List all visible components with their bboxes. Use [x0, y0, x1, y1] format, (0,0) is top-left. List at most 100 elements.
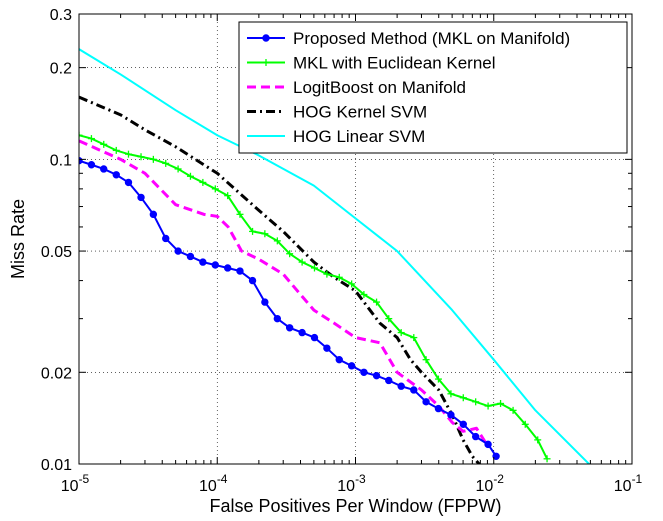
y-tick-label: 0.02	[41, 365, 72, 382]
series-line-2	[79, 139, 489, 447]
series-0-point	[492, 452, 500, 460]
series-1-point	[373, 298, 381, 306]
legend-box	[238, 21, 628, 154]
series-1-point	[149, 155, 157, 163]
series-0-point	[385, 376, 393, 385]
series-0-point	[199, 258, 207, 266]
y-tick-label: 0.1	[50, 152, 72, 169]
series-1-point	[236, 210, 244, 218]
legend-label: HOG Linear SVM	[293, 127, 425, 146]
series-1-point	[472, 398, 480, 406]
series-1-point	[385, 315, 393, 323]
series-1-point	[335, 273, 343, 281]
series-1-point	[348, 280, 356, 288]
series-1-point	[534, 436, 542, 444]
series-0-point	[273, 314, 282, 323]
grid	[79, 14, 632, 464]
series-1-point	[509, 406, 517, 414]
series-0-point	[471, 432, 480, 441]
series-0-point	[298, 328, 306, 337]
y-tick-label: 0.05	[41, 244, 72, 261]
series-1-point	[137, 153, 145, 161]
y-axis-label: Miss Rate	[8, 199, 28, 279]
series-1-point	[124, 150, 132, 158]
series-0-point	[149, 210, 158, 219]
y-tick-label: 0.3	[50, 7, 72, 24]
series-0-point	[223, 264, 232, 272]
series-0-point	[397, 382, 405, 390]
series-1-point	[298, 258, 306, 266]
legend-marker	[262, 34, 270, 42]
x-tick-label: 10-5	[61, 472, 90, 495]
series-0-point	[410, 386, 418, 394]
series-1-point	[310, 264, 318, 272]
series-1-point	[100, 140, 108, 148]
series-1-point	[447, 390, 455, 398]
series-0-point	[248, 276, 257, 285]
series-1-point	[543, 455, 551, 463]
series-line-4	[79, 48, 591, 464]
series-1-point	[422, 356, 430, 364]
series-1-point	[286, 250, 294, 258]
x-tick-label: 10-3	[337, 472, 366, 495]
series-0-point	[422, 398, 430, 406]
series-1-point	[497, 399, 505, 407]
x-tick-label: 10-4	[199, 472, 228, 495]
series-0-point	[310, 333, 319, 342]
series-0-point	[434, 404, 443, 413]
series-1-point	[174, 165, 182, 173]
series-1-point	[360, 291, 368, 299]
series-1-point	[224, 192, 232, 200]
series-0-point	[137, 193, 145, 202]
series-0-point	[211, 261, 219, 269]
series-0-point	[236, 267, 244, 275]
series-0-point	[459, 420, 467, 428]
series-0-point	[124, 178, 133, 187]
x-tick-label: 10-1	[614, 472, 643, 495]
series-0-point	[162, 234, 170, 243]
legend-label: HOG Kernel SVM	[293, 103, 427, 122]
series-0-point	[285, 324, 294, 332]
series-1-point	[87, 135, 95, 143]
series-1-point	[434, 375, 442, 383]
legend-label: MKL with Euclidean Kernel	[293, 54, 496, 73]
series-1-point	[112, 146, 120, 154]
series-1-point	[79, 131, 83, 139]
series-0-point	[112, 171, 120, 179]
series-0-point	[360, 368, 368, 376]
series-0-point	[261, 298, 269, 306]
series-1-point	[273, 237, 281, 245]
series-0-point	[87, 161, 96, 169]
y-tick-label: 0.01	[41, 457, 72, 474]
series-0-point	[484, 440, 492, 449]
series-0-point	[372, 371, 381, 380]
x-axis-label: False Positives Per Window (FPPW)	[209, 496, 501, 516]
series-0-point	[174, 247, 182, 255]
series-1-point	[410, 334, 418, 342]
y-tick-label: 0.2	[50, 61, 72, 78]
ticks: 10-5 10-4 10-3 10-2 10-1 0.01 0.02 0.05 0.1 0.2 0.…	[41, 7, 643, 495]
series-0-point	[347, 362, 356, 370]
series-0-point	[186, 252, 195, 261]
series-1-point	[186, 172, 194, 180]
series-0-point	[100, 165, 108, 173]
series-1-point	[249, 227, 257, 235]
legend-label: LogitBoost on Manifold	[293, 78, 466, 97]
series-1-point	[521, 420, 529, 428]
series-1-point	[459, 394, 467, 402]
series-layer	[79, 48, 591, 464]
series-1-point	[484, 402, 492, 410]
series-0-point	[335, 355, 343, 364]
series-0-point	[447, 411, 455, 419]
series-1-point	[261, 230, 269, 238]
x-tick-label: 10-2	[476, 472, 505, 495]
series-1-point	[162, 159, 170, 167]
series-1-point	[397, 329, 405, 337]
legend-marker	[262, 59, 270, 66]
series-1-point	[323, 270, 331, 278]
series-1-point	[211, 185, 219, 193]
legend-label: Proposed Method (MKL on Manifold)	[293, 29, 570, 48]
legend: Proposed Method (MKL on Manifold) MKL wit…	[238, 21, 628, 154]
series-1-point	[199, 178, 207, 186]
